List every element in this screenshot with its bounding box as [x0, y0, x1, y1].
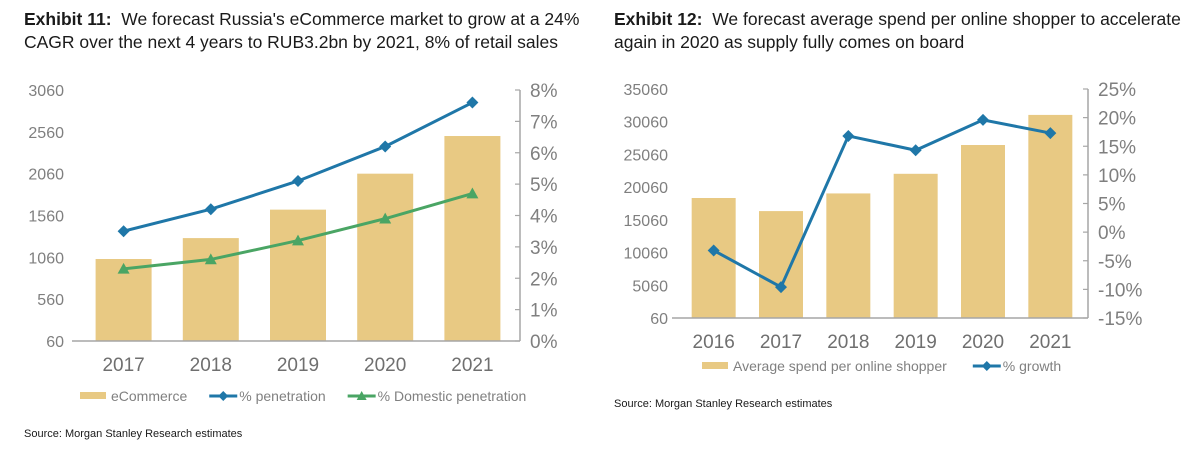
exhibit-11-title-text: We forecast Russia's eCommerce market to…: [24, 9, 580, 52]
y2-axis-tick-label: 2%: [530, 269, 558, 290]
exhibit-12-source: Source: Morgan Stanley Research estimate…: [614, 398, 833, 410]
bar-2021: [1028, 114, 1073, 318]
y2-axis-tick-label: 4%: [530, 207, 558, 228]
legend-bar-swatch: [80, 392, 106, 399]
bar-2018: [826, 193, 871, 318]
y2-axis-tick-label: 3%: [530, 238, 558, 259]
triangle-marker-2021: [466, 187, 479, 199]
bar-2019: [893, 173, 938, 318]
ecommerce-market-chart: 3060 2560 2060 1560 1060 560 60 8% 7% 6% 5% 4% 3% 2% 1…: [28, 81, 558, 404]
legend-diamond-icon: [981, 361, 992, 371]
x-axis-tick-label: 2016: [693, 332, 735, 353]
x-axis-tick-label: 2017: [102, 355, 144, 376]
line--growth: [712, 118, 1051, 290]
y2-axis-tick-label: 0%: [1098, 223, 1126, 244]
triangle-marker-2020: [379, 212, 392, 224]
x-axis-tick-label: 2017: [760, 332, 802, 353]
y-axis-tick-label: 15060: [624, 213, 669, 230]
x-axis-tick-label: 2021: [451, 355, 493, 376]
x-axis-tick-label: 2018: [190, 355, 232, 376]
y2-axis-tick-label: 10%: [1098, 166, 1136, 187]
y-axis-tick-label: 60: [650, 311, 668, 328]
y2-axis-tick-label: -10%: [1098, 280, 1142, 301]
y-axis-tick-label: 30060: [624, 115, 669, 132]
y-axis-tick-label: 25060: [624, 147, 669, 164]
y-axis-tick-label: 35060: [624, 82, 669, 99]
legend-label: % Domestic penetration: [378, 388, 527, 404]
exhibit-11-label: Exhibit 11:: [24, 9, 112, 29]
y-axis-tick-label: 1060: [28, 250, 64, 267]
y2-axis-tick-label: 15%: [1098, 137, 1136, 158]
diamond-marker-2019: [909, 144, 922, 157]
diamond-marker-2020: [379, 140, 392, 153]
bar-2020: [357, 173, 414, 341]
legend-label: % penetration: [239, 388, 325, 404]
legend-label: Average spend per online shopper: [733, 358, 947, 374]
triangle-marker-2017: [117, 262, 130, 274]
legend-bar-swatch: [702, 362, 728, 369]
diamond-marker-2017: [117, 225, 130, 238]
x-axis-tick-label: 2018: [827, 332, 869, 353]
diamond-marker-2018: [842, 129, 855, 142]
y2-axis-tick-label: -5%: [1098, 252, 1132, 273]
y-axis-tick-label: 10060: [624, 246, 669, 263]
y2-axis-tick-label: 7%: [530, 112, 558, 133]
y2-axis-tick-label: 8%: [530, 81, 558, 102]
y2-axis-tick-label: 5%: [1098, 195, 1126, 216]
bar-2020: [961, 145, 1005, 318]
legend-label: eCommerce: [111, 388, 187, 404]
y2-axis-tick-label: 20%: [1098, 109, 1136, 130]
y-axis-tick-label: 1560: [28, 209, 64, 226]
diamond-marker-2017: [775, 281, 787, 294]
triangle-marker-2018: [204, 253, 217, 265]
diamond-marker-2016: [707, 244, 720, 257]
y-axis-tick-label: 2060: [28, 167, 64, 184]
y2-axis-tick-label: 5%: [530, 175, 558, 196]
x-axis-tick-label: 2021: [1029, 332, 1071, 353]
exhibit-12-label: Exhibit 12:: [614, 9, 703, 29]
legend-label: % growth: [1003, 358, 1061, 374]
y-axis-tick-label: 60: [46, 334, 64, 351]
x-axis-tick-label: 2020: [364, 355, 406, 376]
y-axis-tick-label: 2560: [28, 125, 64, 142]
diamond-marker-2019: [292, 174, 304, 187]
avg-spend-chart: 35060 30060 25060 20060 15060 10060 5060 60 25% 2…: [624, 80, 1143, 374]
bar-2021: [444, 136, 501, 341]
legend-triangle-icon: [356, 391, 367, 400]
y2-axis-tick-label: -15%: [1098, 309, 1142, 330]
triangle-marker-2019: [292, 234, 304, 246]
legend-diamond-icon: [218, 391, 229, 401]
diamond-marker-2020: [977, 113, 989, 126]
diamond-marker-2021: [1044, 127, 1057, 140]
diamond-marker-2021: [466, 96, 479, 109]
y-axis-tick-label: 20060: [624, 180, 669, 197]
x-axis-tick-label: 2020: [962, 332, 1004, 353]
exhibit-12-title: Exhibit 12: We forecast average spend pe…: [614, 8, 1194, 54]
x-axis-tick-label: 2019: [895, 332, 937, 353]
diamond-marker-2018: [204, 203, 217, 216]
y-axis-tick-label: 3060: [28, 83, 64, 100]
exhibit-11-source: Source: Morgan Stanley Research estimate…: [24, 428, 243, 440]
bar-2019: [270, 209, 326, 341]
exhibit-12-title-text: We forecast average spend per online sho…: [614, 9, 1181, 52]
y2-axis-tick-label: 25%: [1098, 80, 1136, 101]
y-axis-tick-label: 5060: [632, 278, 668, 295]
y2-axis-tick-label: 1%: [530, 301, 558, 322]
x-axis-tick-label: 2019: [277, 355, 319, 376]
y2-axis-tick-label: 6%: [530, 144, 558, 165]
y2-axis-tick-label: 0%: [530, 332, 558, 353]
exhibit-11-title: Exhibit 11: We forecast Russia's eCommer…: [24, 8, 604, 54]
y-axis-tick-label: 560: [37, 292, 64, 309]
bar-2017: [759, 211, 803, 318]
